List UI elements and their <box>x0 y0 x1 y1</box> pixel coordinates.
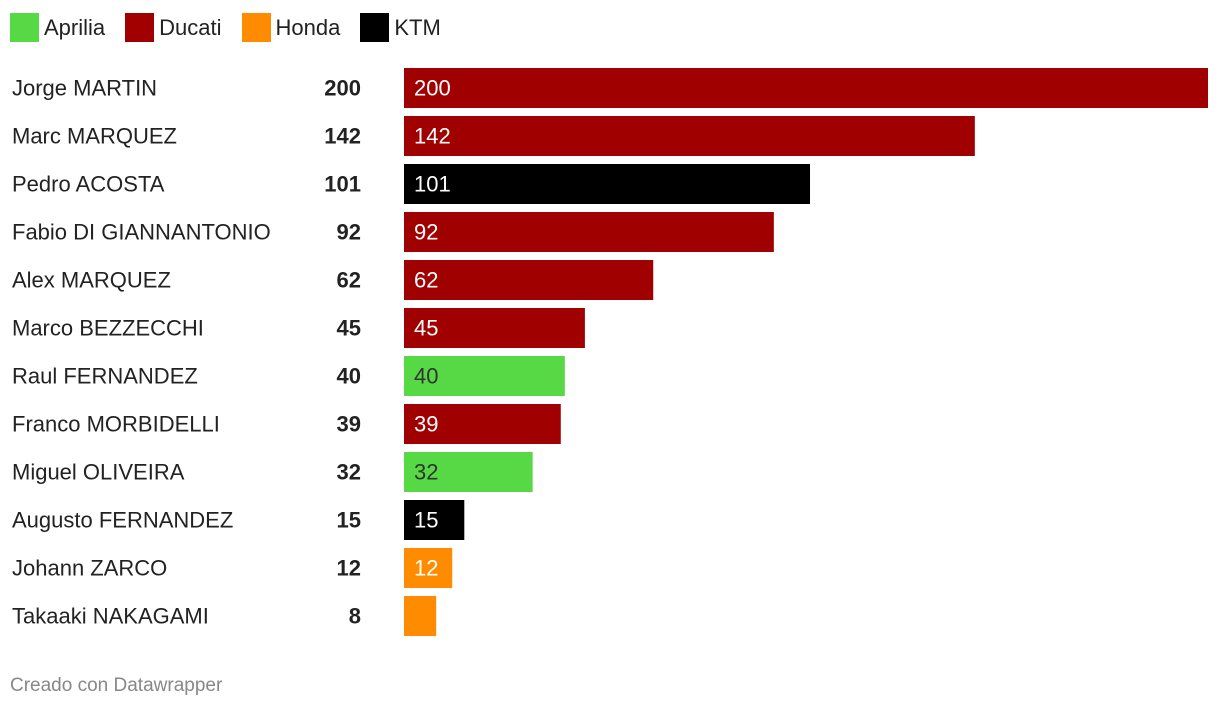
bar-data-label: 15 <box>414 508 438 533</box>
bar <box>404 452 533 492</box>
bar <box>404 500 465 540</box>
bar <box>404 68 1208 108</box>
points-value-label: 40 <box>337 364 361 389</box>
points-value-label: 92 <box>337 220 361 245</box>
rider-name-label: Marc MARQUEZ <box>12 124 177 149</box>
rider-name-label: Alex MARQUEZ <box>12 268 171 293</box>
points-value-label: 62 <box>337 268 361 293</box>
points-value-label: 15 <box>337 508 361 533</box>
bar <box>404 260 654 300</box>
legend-swatch <box>241 12 271 42</box>
legend-item: KTM <box>360 12 441 42</box>
bar <box>404 116 975 156</box>
points-value-label: 39 <box>337 412 361 437</box>
bar <box>404 596 437 636</box>
points-value-label: 101 <box>324 172 361 197</box>
points-value-label: 32 <box>337 460 361 485</box>
points-value-label: 142 <box>324 124 361 149</box>
bar-data-label: 45 <box>414 316 438 341</box>
rider-name-label: Johann ZARCO <box>12 556 167 581</box>
legend-item: Ducati <box>125 12 222 42</box>
bar-data-label: 142 <box>414 124 451 149</box>
legend-swatch <box>360 12 390 42</box>
rider-name-label: Miguel OLIVEIRA <box>12 460 185 485</box>
legend-swatch <box>10 12 39 42</box>
bar <box>404 212 774 252</box>
points-value-label: 8 <box>349 604 361 629</box>
chart-legend: Aprilia Ducati Honda KTM <box>10 12 461 42</box>
legend-label: Ducati <box>159 14 222 40</box>
rider-name-label: Augusto FERNANDEZ <box>12 508 233 533</box>
bar <box>404 164 811 204</box>
bar-data-label: 12 <box>414 556 438 581</box>
rider-name-label: Takaaki NAKAGAMI <box>12 604 209 629</box>
bar <box>404 308 585 348</box>
rider-name-label: Marco BEZZECCHI <box>12 316 204 341</box>
points-value-label: 200 <box>324 76 361 101</box>
points-value-label: 45 <box>337 316 361 341</box>
bar-data-label: 32 <box>414 460 438 485</box>
bar-data-label: 62 <box>414 268 438 293</box>
bar-data-label: 40 <box>414 364 438 389</box>
legend-swatch <box>125 12 155 42</box>
bar-data-label: 101 <box>414 172 451 197</box>
rider-name-label: Fabio DI GIANNANTONIO <box>12 220 271 245</box>
rider-name-label: Pedro ACOSTA <box>12 172 165 197</box>
bar <box>404 404 561 444</box>
legend-label: Honda <box>275 14 341 40</box>
legend-item: Aprilia <box>10 12 106 42</box>
legend-label: Aprilia <box>44 14 106 40</box>
rider-name-label: Raul FERNANDEZ <box>12 364 198 389</box>
bar <box>404 356 565 396</box>
points-value-label: 12 <box>337 556 361 581</box>
rider-name-label: Franco MORBIDELLI <box>12 412 220 437</box>
rider-name-label: Jorge MARTIN <box>12 76 157 101</box>
bar-data-label: 39 <box>414 412 438 437</box>
footer-credit[interactable]: Creado con Datawrapper <box>10 675 223 696</box>
legend-label: KTM <box>394 14 441 40</box>
bar <box>404 548 453 588</box>
bar-data-label: 200 <box>414 76 451 101</box>
legend-item: Honda <box>241 12 341 42</box>
bar-data-label: 92 <box>414 220 438 245</box>
